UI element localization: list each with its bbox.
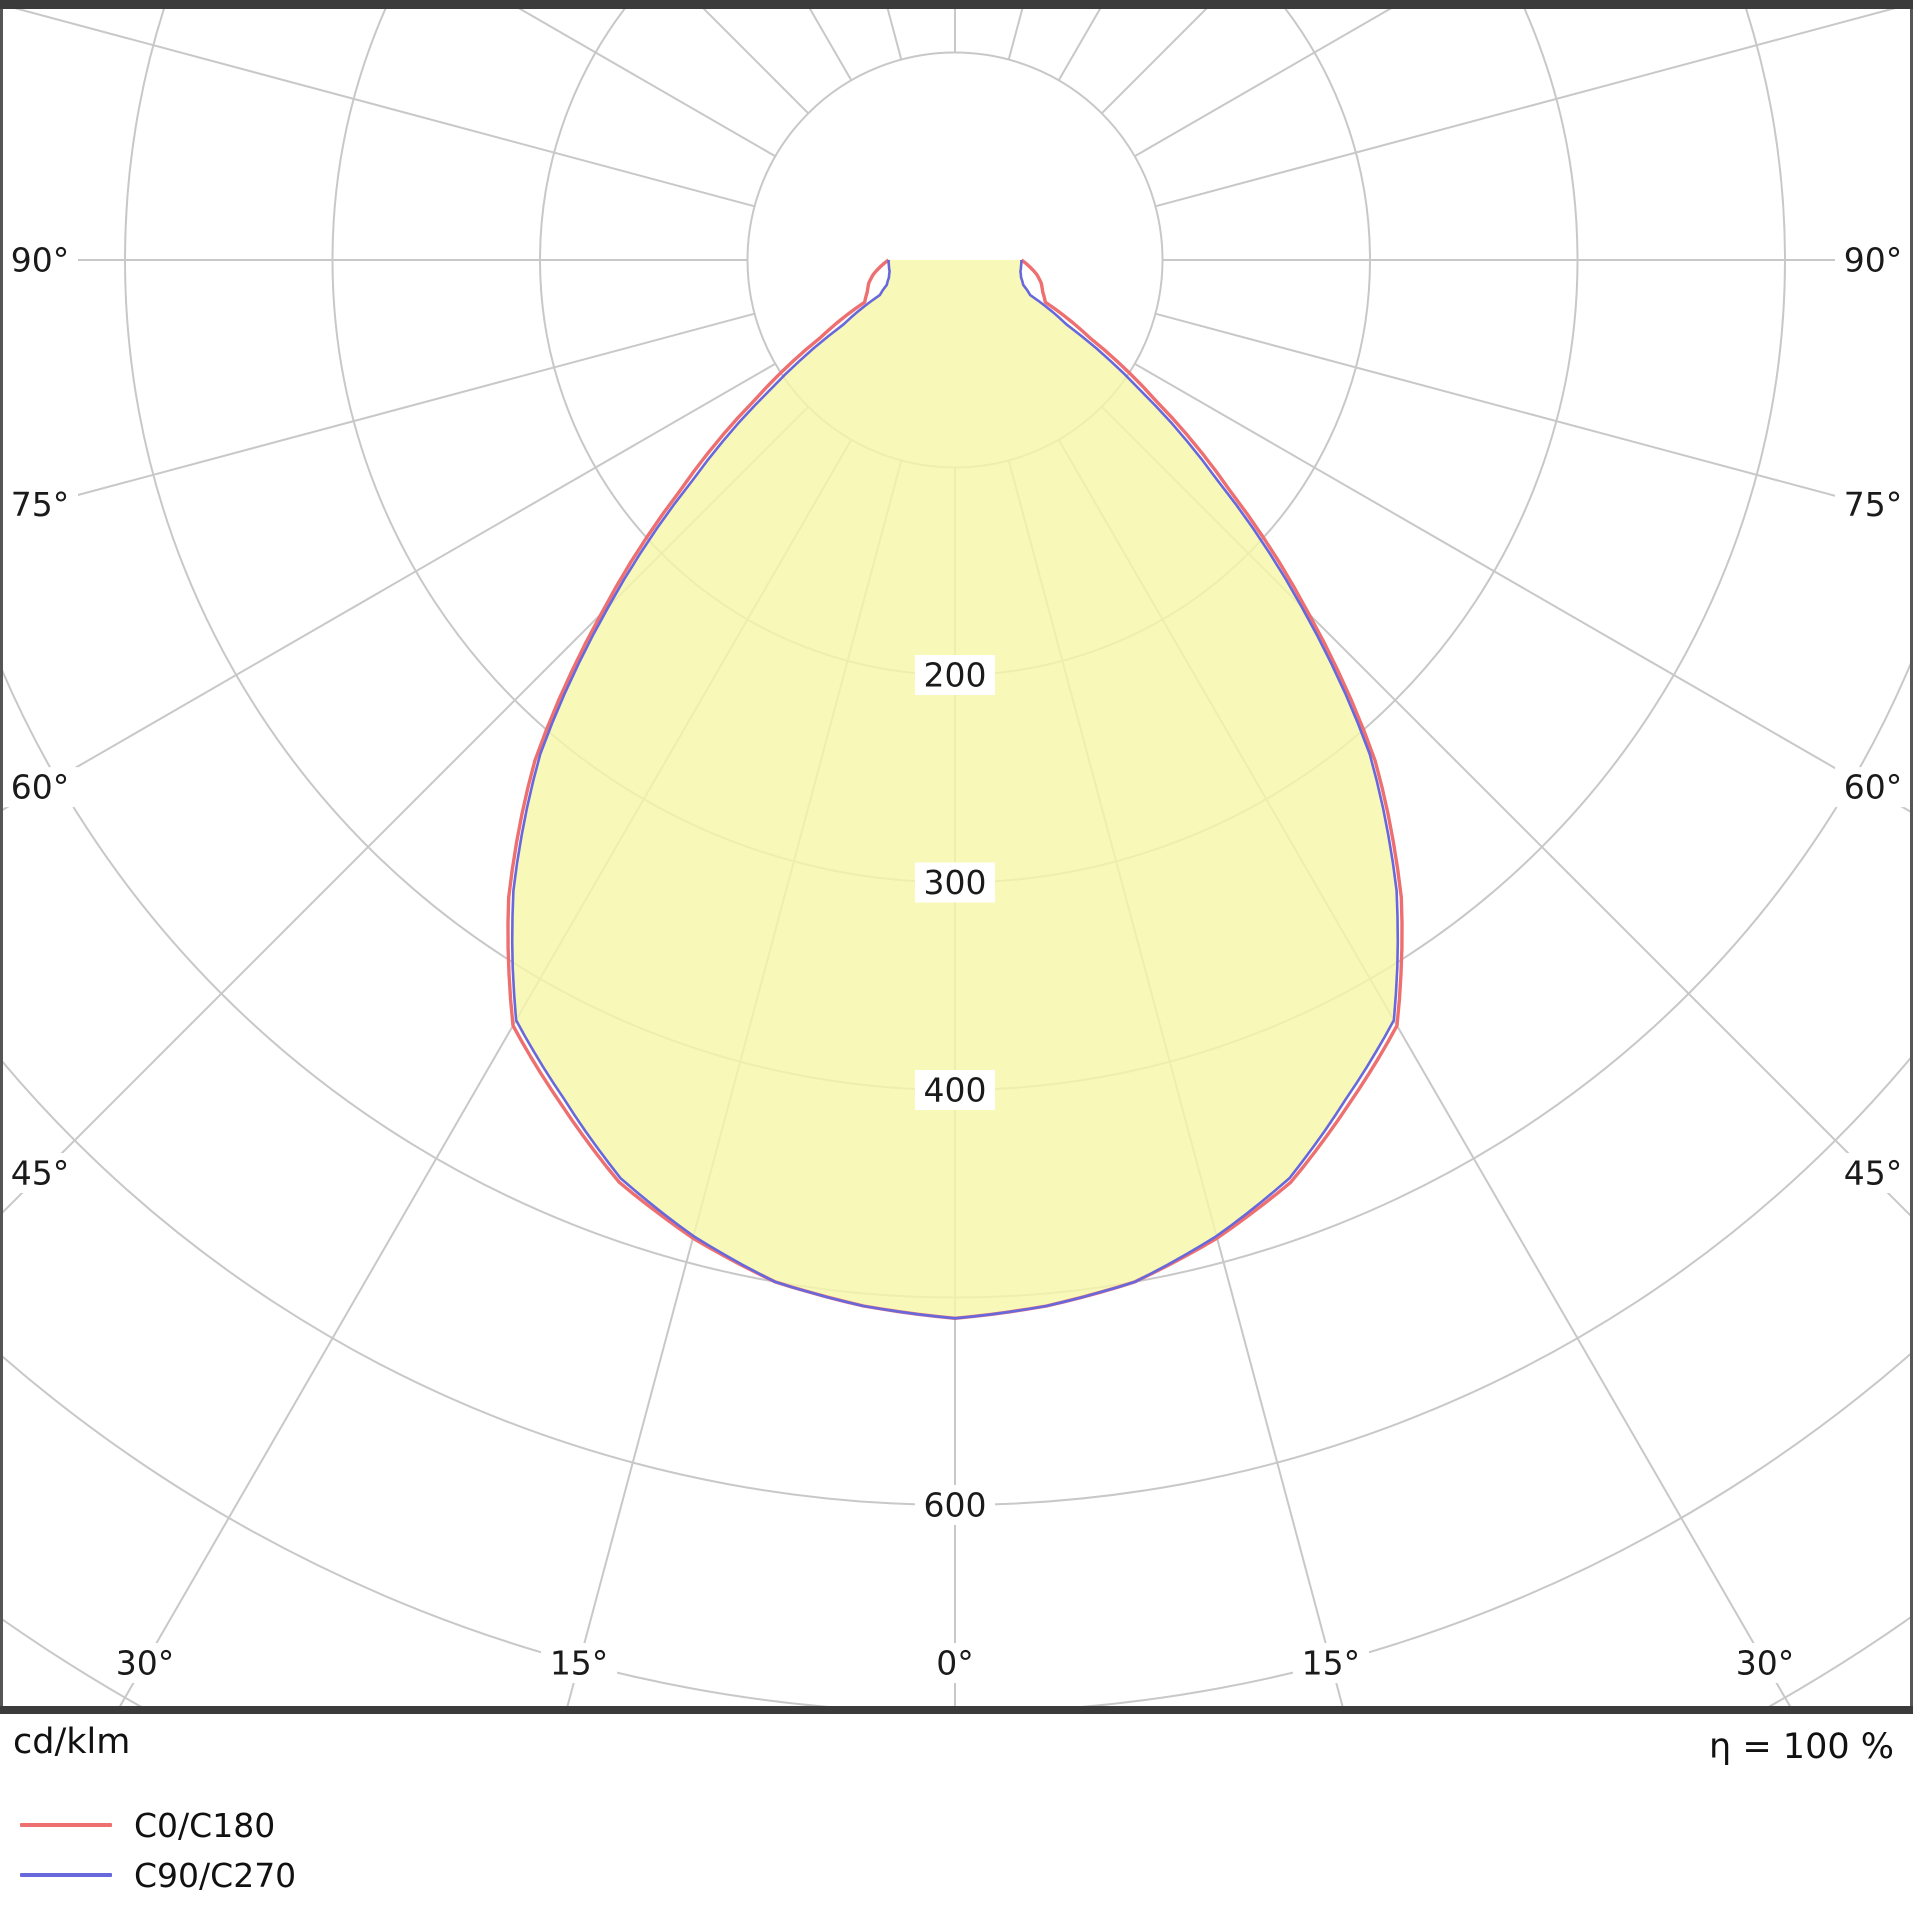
angle-grid-spoke <box>1155 9 1896 208</box>
angle-tick-label: 60° <box>1844 768 1903 807</box>
label-backplate <box>541 1643 618 1683</box>
label-backplate <box>2 484 78 525</box>
units-label: cd/klm <box>13 1722 131 1762</box>
plot-frame-left <box>0 9 3 1706</box>
angle-grid-spoke <box>808 9 853 81</box>
legend-label: C0/C180 <box>134 1805 276 1845</box>
radial-tick-label: 300 <box>924 863 987 902</box>
legend-item-c0-c180: C0/C180 <box>20 1800 296 1850</box>
legend: C0/C180 C90/C270 <box>20 1800 296 1900</box>
label-backplate <box>2 1153 78 1193</box>
angle-tick-label: 15° <box>550 1644 609 1683</box>
angle-tick-label: 90° <box>1844 241 1903 280</box>
label-backplate <box>1835 484 1911 525</box>
angle-tick-label: 45° <box>1844 1154 1903 1193</box>
label-backplate <box>106 1643 183 1683</box>
angle-grid-spoke <box>1101 9 1208 114</box>
angle-grid-spoke <box>2 362 776 812</box>
angle-tick-label: 75° <box>11 485 70 524</box>
legend-swatch-blue-line <box>20 1873 112 1877</box>
angle-grid-spoke <box>1134 9 1392 158</box>
label-backplate <box>1835 767 1911 808</box>
angle-grid-spoke <box>1057 9 1102 81</box>
curve-c90-c270 <box>510 259 1400 1320</box>
label-backplate <box>917 1643 993 1683</box>
legend-label: C90/C270 <box>134 1855 297 1895</box>
label-backplate <box>1292 1643 1369 1683</box>
label-backplate <box>1727 1643 1804 1683</box>
angle-grid-spoke <box>1101 406 1911 1218</box>
label-backplate <box>1835 240 1911 280</box>
label-backplate <box>915 1070 995 1110</box>
plot-frame-bottom <box>0 1706 1913 1714</box>
radial-tick-label: 600 <box>924 1486 987 1525</box>
label-backplate <box>915 862 995 903</box>
efficiency-label: η = 100 % <box>1709 1727 1894 1767</box>
angle-grid-spoke <box>14 9 755 208</box>
angle-grid-spoke <box>2 406 809 1215</box>
label-backplate <box>2 767 78 808</box>
legend-swatch-red-line <box>20 1823 112 1827</box>
angle-grid-spoke <box>518 9 776 158</box>
angle-grid-spoke <box>702 9 809 114</box>
label-backplate <box>915 1485 995 1525</box>
angle-tick-label: 75° <box>1844 485 1903 524</box>
angle-tick-label: 0° <box>936 1644 974 1683</box>
angle-tick-label: 45° <box>11 1154 70 1193</box>
angle-tick-label: 30° <box>1736 1644 1795 1683</box>
radial-tick-label: 200 <box>924 656 987 695</box>
angle-grid-spoke <box>1155 312 1911 518</box>
angle-tick-label: 90° <box>11 241 70 280</box>
label-backplate <box>1835 1153 1911 1193</box>
angle-tick-label: 30° <box>116 1644 175 1683</box>
angle-grid-spoke <box>1134 362 1911 814</box>
beam-fill-area <box>512 260 1398 1319</box>
radial-tick-label: 400 <box>924 1071 987 1110</box>
plot-frame-right <box>1910 9 1913 1706</box>
angle-grid-spoke <box>2 312 755 517</box>
legend-item-c90-c270: C90/C270 <box>20 1850 296 1900</box>
label-backplate <box>2 240 78 280</box>
label-backplate <box>915 655 995 695</box>
angle-tick-label: 60° <box>11 768 70 807</box>
angle-tick-label: 15° <box>1302 1644 1361 1683</box>
plot-frame-top <box>0 0 1913 9</box>
